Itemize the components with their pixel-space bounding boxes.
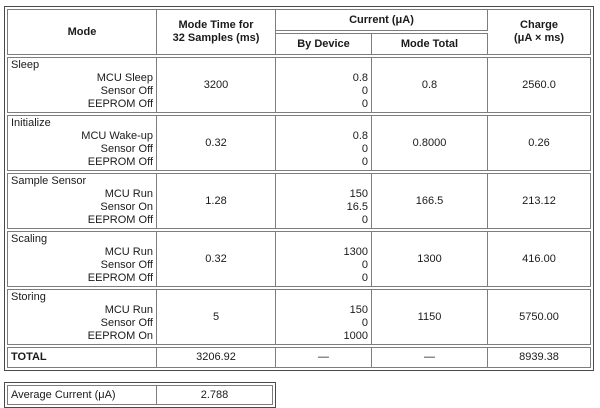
col-header-by-device: By Device (276, 33, 372, 55)
mode-time-header-line2: 32 Samples (ms) (172, 32, 260, 44)
average-current-value: 2.788 (157, 385, 273, 405)
mode-group-label: Storing (11, 291, 46, 303)
mode-cell: Storing MCU Run Sensor Off EEPROM On (7, 289, 157, 345)
device-label: Sensor On (100, 201, 153, 213)
device-label: Sensor Off (100, 85, 153, 97)
by-device-value: 0 (361, 272, 368, 284)
charge-cell: 5750.00 (488, 289, 591, 345)
by-device-value: 0 (361, 98, 368, 110)
by-device-spacer (279, 59, 368, 72)
device-label: EEPROM Off (87, 214, 153, 226)
charge-header-line2: (μA × ms) (513, 32, 565, 44)
total-by-device: — (276, 347, 372, 368)
mode-time-cell: 1.28 (157, 173, 276, 229)
device-label: MCU Sleep (96, 72, 153, 84)
col-header-mode-total: Mode Total (372, 33, 488, 55)
col-header-mode-time: Mode Time for 32 Samples (ms) (157, 9, 276, 55)
charge-cell: 0.26 (488, 115, 591, 171)
total-row: TOTAL 3206.92 — — 8939.38 (7, 347, 591, 368)
mode-total-cell: 166.5 (372, 173, 488, 229)
by-device-value: 0 (361, 259, 368, 271)
device-label: Sensor Off (100, 317, 153, 329)
by-device-value: 0.8 (352, 130, 368, 142)
by-device-spacer (279, 233, 368, 246)
mode-time-cell: 0.32 (157, 115, 276, 171)
charge-header-line1: Charge (520, 19, 558, 31)
mode-group-label: Initialize (11, 117, 51, 129)
mode-cell: Sleep MCU Sleep Sensor Off EEPROM Off (7, 57, 157, 113)
mode-group-label: Scaling (11, 233, 48, 245)
by-device-value: 0.8 (352, 72, 368, 84)
charge-cell: 416.00 (488, 231, 591, 287)
by-device-value: 0 (361, 214, 368, 226)
by-device-value: 0 (361, 85, 368, 97)
mode-group-label: Sample Sensor (11, 175, 87, 187)
by-device-value: 1300 (343, 246, 368, 258)
total-mode-time: 3206.92 (157, 347, 276, 368)
total-mode-total: — (372, 347, 488, 368)
power-budget-table-frame: Mode Mode Time for 32 Samples (ms) Curre… (4, 6, 594, 371)
mode-total-cell: 1300 (372, 231, 488, 287)
mode-time-header-line1: Mode Time for (178, 19, 254, 31)
by-device-cell: 0.8 0 0 (276, 115, 372, 171)
col-header-mode: Mode (7, 9, 157, 55)
device-label: EEPROM Off (87, 156, 153, 168)
mode-time-cell: 0.32 (157, 231, 276, 287)
table-row-storing: Storing MCU Run Sensor Off EEPROM On 5 1… (7, 289, 591, 345)
average-current-table: Average Current (μA) 2.788 (7, 383, 273, 407)
table-row-scaling: Scaling MCU Run Sensor Off EEPROM Off 0.… (7, 231, 591, 287)
device-label: EEPROM Off (87, 272, 153, 284)
by-device-cell: 0.8 0 0 (276, 57, 372, 113)
table-row-sleep: Sleep MCU Sleep Sensor Off EEPROM Off 32… (7, 57, 591, 113)
by-device-value: 0 (361, 317, 368, 329)
device-label: MCU Wake-up (81, 130, 153, 142)
by-device-cell: 150 0 1000 (276, 289, 372, 345)
charge-cell: 2560.0 (488, 57, 591, 113)
by-device-value: 1000 (343, 330, 368, 342)
average-current-table-frame: Average Current (μA) 2.788 (4, 382, 276, 408)
col-header-charge: Charge (μA × ms) (488, 9, 591, 55)
device-label: Sensor Off (100, 259, 153, 271)
mode-time-cell: 3200 (157, 57, 276, 113)
mode-total-cell: 0.8 (372, 57, 488, 113)
mode-total-cell: 1150 (372, 289, 488, 345)
device-label: EEPROM Off (87, 98, 153, 110)
table-row-sample-sensor: Sample Sensor MCU Run Sensor On EEPROM O… (7, 173, 591, 229)
mode-cell: Scaling MCU Run Sensor Off EEPROM Off (7, 231, 157, 287)
mode-time-cell: 5 (157, 289, 276, 345)
power-budget-table: Mode Mode Time for 32 Samples (ms) Curre… (7, 7, 591, 370)
device-label: MCU Run (104, 246, 153, 258)
total-label: TOTAL (7, 347, 157, 368)
by-device-spacer (279, 117, 368, 130)
by-device-spacer (279, 175, 368, 188)
by-device-spacer (279, 291, 368, 304)
mode-total-cell: 0.8000 (372, 115, 488, 171)
device-label: MCU Run (104, 304, 153, 316)
mode-cell: Sample Sensor MCU Run Sensor On EEPROM O… (7, 173, 157, 229)
by-device-cell: 1300 0 0 (276, 231, 372, 287)
col-header-current-group: Current (μA) (276, 9, 488, 31)
by-device-value: 0 (361, 156, 368, 168)
average-current-label: Average Current (μA) (7, 385, 157, 405)
by-device-value: 0 (361, 143, 368, 155)
charge-cell: 213.12 (488, 173, 591, 229)
device-label: MCU Run (104, 188, 153, 200)
table-row-initialize: Initialize MCU Wake-up Sensor Off EEPROM… (7, 115, 591, 171)
by-device-cell: 150 16.5 0 (276, 173, 372, 229)
by-device-value: 150 (349, 304, 368, 316)
by-device-value: 150 (349, 188, 368, 200)
mode-cell: Initialize MCU Wake-up Sensor Off EEPROM… (7, 115, 157, 171)
mode-group-label: Sleep (11, 59, 40, 71)
device-label: Sensor Off (100, 143, 153, 155)
total-charge: 8939.38 (488, 347, 591, 368)
average-current-row: Average Current (μA) 2.788 (7, 385, 273, 405)
by-device-value: 16.5 (346, 201, 368, 213)
device-label: EEPROM On (87, 330, 153, 342)
